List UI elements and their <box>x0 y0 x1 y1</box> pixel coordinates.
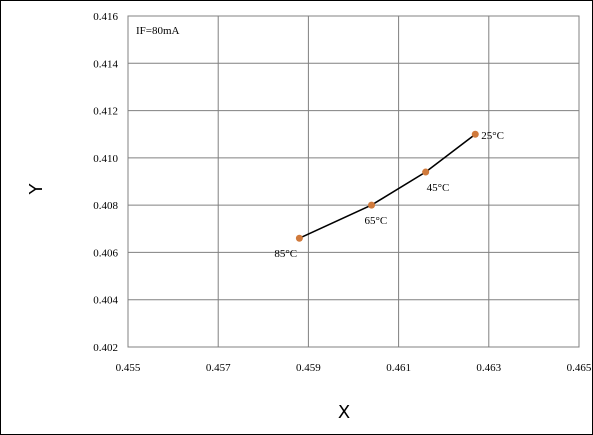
y-tick-label: 0.406 <box>93 247 118 259</box>
point-labels: 85°C 65°C 45°C 25°C <box>274 130 504 260</box>
point-label: 45°C <box>427 182 450 194</box>
data-points <box>295 130 479 242</box>
data-point <box>295 234 303 242</box>
data-point <box>422 168 430 176</box>
x-tick-label: 0.457 <box>206 362 231 374</box>
data-point <box>471 130 479 138</box>
y-tick-label: 0.410 <box>93 153 118 165</box>
y-tick-labels: 0.402 0.404 0.406 0.408 0.410 0.412 0.414 0.416 <box>93 11 118 354</box>
y-tick-label: 0.402 <box>93 342 118 354</box>
data-point <box>368 201 376 209</box>
series-line <box>299 133 476 239</box>
y-tick-label: 0.404 <box>93 295 118 307</box>
condition-annotation: IF=80mA <box>136 25 180 37</box>
x-tick-label: 0.455 <box>116 362 141 374</box>
x-axis-title: X <box>338 402 350 423</box>
y-axis-title: Y <box>26 183 47 196</box>
x-tick-label: 0.461 <box>386 362 411 374</box>
y-tick-label: 0.408 <box>93 200 118 212</box>
y-tick-label: 0.416 <box>93 11 118 23</box>
point-label: 25°C <box>481 130 504 142</box>
point-label: 85°C <box>274 248 297 260</box>
plot-area <box>127 15 580 348</box>
x-tick-label: 0.463 <box>476 362 501 374</box>
x-tick-labels: 0.455 0.457 0.459 0.461 0.463 0.465 <box>116 362 592 374</box>
y-tick-label: 0.414 <box>93 58 118 70</box>
point-label: 65°C <box>365 215 388 227</box>
grid <box>128 16 579 347</box>
x-tick-label: 0.465 <box>567 362 592 374</box>
x-tick-label: 0.459 <box>296 362 321 374</box>
y-tick-label: 0.412 <box>93 106 118 118</box>
